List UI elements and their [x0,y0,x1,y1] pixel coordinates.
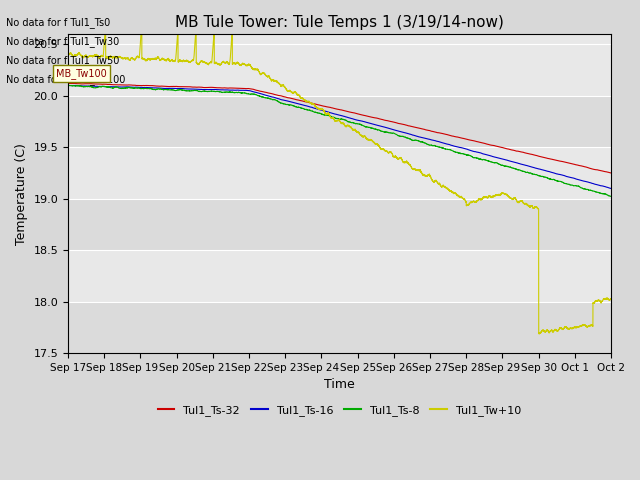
Y-axis label: Temperature (C): Temperature (C) [15,143,28,244]
Text: No data for f Tul1_Tw30: No data for f Tul1_Tw30 [6,36,120,47]
Bar [68,96,611,147]
X-axis label: Time: Time [324,378,355,392]
Text: No data for f Tul1_Tw100: No data for f Tul1_Tw100 [6,74,126,85]
Text: MB_Tw100: MB_Tw100 [56,68,107,79]
Text: No data for f Tul1_Tw50: No data for f Tul1_Tw50 [6,55,120,66]
Bar [68,302,611,353]
Legend: Tul1_Ts-32, Tul1_Ts-16, Tul1_Ts-8, Tul1_Tw+10: Tul1_Ts-32, Tul1_Ts-16, Tul1_Ts-8, Tul1_… [154,400,525,420]
Title: MB Tule Tower: Tule Temps 1 (3/19/14-now): MB Tule Tower: Tule Temps 1 (3/19/14-now… [175,15,504,30]
Bar [68,199,611,250]
Text: No data for f Tul1_Ts0: No data for f Tul1_Ts0 [6,17,111,28]
